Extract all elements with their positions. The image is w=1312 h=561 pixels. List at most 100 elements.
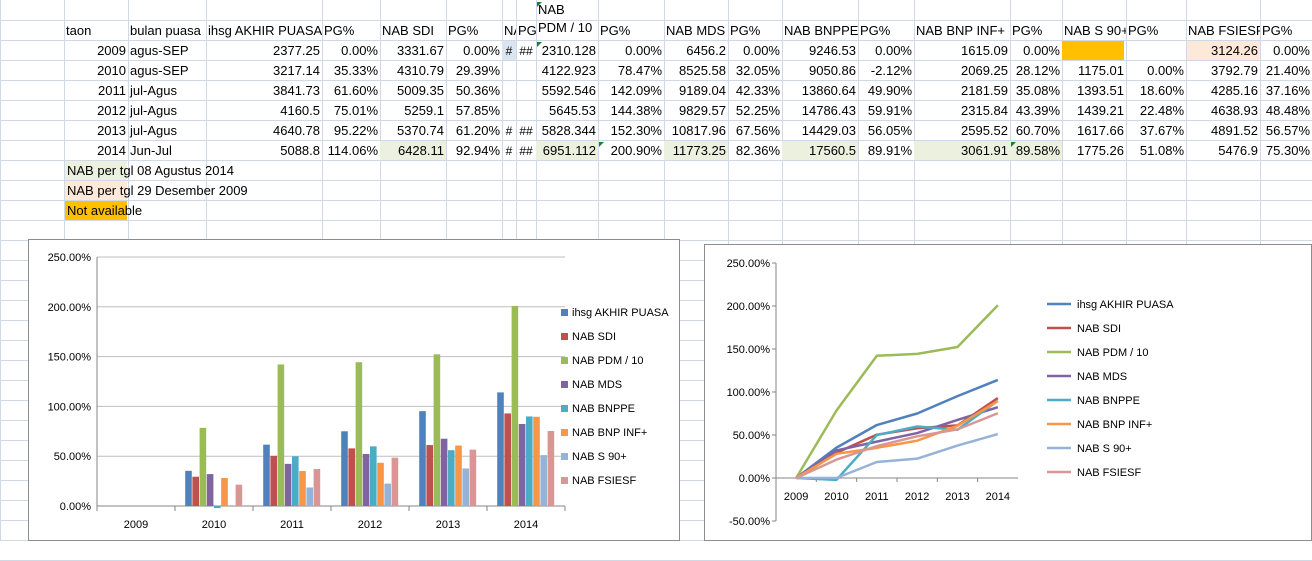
table-cell[interactable] [1126, 41, 1186, 61]
table-cell[interactable] [516, 101, 536, 121]
table-cell[interactable]: # [505, 44, 513, 58]
table-cell[interactable]: 29.39% [455, 63, 500, 78]
table-cell[interactable]: 10817.96 [671, 123, 726, 138]
table-cell[interactable]: 2069.25 [961, 63, 1008, 78]
table-cell[interactable]: 13860.64 [801, 83, 856, 98]
table-cell[interactable]: 0.00% [463, 43, 500, 58]
table-cell[interactable]: 18.60% [1139, 83, 1184, 98]
table-cell[interactable] [502, 61, 516, 81]
table-cell[interactable]: 42.33% [735, 83, 780, 98]
table-cell[interactable] [502, 81, 516, 101]
table-cell[interactable]: 1775.26 [1077, 143, 1124, 158]
table-cell[interactable]: 89.58% [1015, 143, 1060, 158]
table-cell[interactable]: 9189.04 [679, 83, 726, 98]
table-cell[interactable]: -2.12% [870, 63, 912, 78]
table-cell[interactable]: 43.39% [1015, 103, 1060, 118]
table-cell[interactable]: 11773.25 [672, 143, 726, 158]
table-cell[interactable]: 0.00% [1023, 43, 1060, 58]
table-cell[interactable]: 1175.01 [1077, 63, 1124, 78]
column-header[interactable]: NAB MDS [666, 23, 726, 38]
table-cell[interactable]: 61.60% [333, 83, 378, 98]
table-cell[interactable]: 89.91% [867, 143, 912, 158]
table-cell[interactable]: agus-SEP [130, 63, 189, 78]
table-cell[interactable]: 52.25% [735, 103, 780, 118]
table-cell[interactable]: ## [519, 124, 533, 138]
table-cell[interactable]: 32.05% [735, 63, 780, 78]
table-cell[interactable]: 4310.79 [397, 63, 444, 78]
column-header[interactable]: PG% [730, 23, 761, 38]
column-header[interactable]: NAB SDI [382, 23, 435, 38]
table-cell[interactable]: 14429.03 [801, 123, 856, 138]
table-cell[interactable]: 2009 [97, 43, 126, 58]
table-cell[interactable]: 5088.8 [280, 143, 320, 158]
table-cell[interactable]: 22.48% [1139, 103, 1184, 118]
table-cell[interactable]: 5259.1 [404, 103, 444, 118]
column-header[interactable]: PG [518, 23, 536, 38]
table-cell[interactable]: 78.47% [617, 63, 662, 78]
table-cell[interactable]: 8525.58 [679, 63, 726, 78]
table-cell[interactable] [502, 101, 516, 121]
column-header[interactable]: PG% [1012, 23, 1043, 38]
table-cell[interactable]: 3841.73 [273, 83, 320, 98]
table-cell[interactable]: 57.85% [455, 103, 500, 118]
table-cell[interactable] [516, 61, 536, 81]
column-header[interactable]: bulan puasa [130, 23, 201, 38]
table-cell[interactable]: 144.38% [610, 103, 662, 118]
bar-chart[interactable]: 0.00% 50.00% 100.00% 150.00% 200.00% 250.00% 2… [28, 239, 680, 541]
table-cell[interactable] [1062, 41, 1126, 61]
table-cell[interactable]: 9829.57 [679, 103, 726, 118]
note-text[interactable]: Not available [67, 203, 143, 218]
table-cell[interactable]: 3124.26 [1211, 43, 1258, 58]
table-cell[interactable]: 6456.2 [686, 43, 726, 58]
table-cell[interactable]: 21.40% [1265, 63, 1310, 78]
table-cell[interactable]: 4160.5 [280, 103, 320, 118]
table-cell[interactable]: 3792.79 [1211, 63, 1258, 78]
note-text[interactable]: NAB per tgl 08 Agustus 2014 [67, 163, 234, 178]
table-cell[interactable]: 2181.59 [961, 83, 1008, 98]
table-cell[interactable]: ## [519, 144, 533, 158]
table-cell[interactable]: 95.22% [333, 123, 378, 138]
column-header[interactable]: PG% [860, 23, 891, 38]
table-cell[interactable]: 5370.74 [397, 123, 444, 138]
table-cell[interactable]: 67.56% [735, 123, 780, 138]
table-cell[interactable]: 4285.16 [1211, 83, 1258, 98]
column-header[interactable]: NAB PDM / 10 [538, 2, 593, 35]
column-header[interactable]: PG% [324, 23, 355, 38]
table-cell[interactable]: Jun-Jul [130, 143, 172, 158]
table-cell[interactable]: 2012 [97, 103, 126, 118]
table-cell[interactable]: 60.70% [1015, 123, 1060, 138]
column-header[interactable]: PG% [448, 23, 479, 38]
table-cell[interactable]: 51.08% [1139, 143, 1184, 158]
column-header[interactable]: NAB S 90+ [1064, 23, 1126, 38]
table-cell[interactable]: 37.67% [1139, 123, 1184, 138]
table-cell[interactable]: 2595.52 [961, 123, 1008, 138]
table-cell[interactable]: 142.09% [610, 83, 662, 98]
table-cell[interactable]: 75.01% [333, 103, 378, 118]
table-cell[interactable]: 2315.84 [961, 103, 1008, 118]
table-cell[interactable]: 1617.66 [1077, 123, 1124, 138]
table-cell[interactable]: 61.20% [455, 123, 500, 138]
table-cell[interactable]: 2013 [97, 123, 126, 138]
table-cell[interactable]: 4638.93 [1211, 103, 1258, 118]
table-cell[interactable]: jul-Agus [130, 123, 177, 138]
table-cell[interactable]: 0.00% [341, 43, 378, 58]
table-cell[interactable]: 4640.78 [273, 123, 320, 138]
table-cell[interactable]: 59.91% [867, 103, 912, 118]
column-header[interactable]: NAB BNPPE [784, 23, 858, 38]
table-cell[interactable]: 48.48% [1265, 103, 1310, 118]
table-cell[interactable]: 0.00% [875, 43, 912, 58]
table-cell[interactable]: 92.94% [455, 143, 500, 158]
table-cell[interactable]: 9050.86 [809, 63, 856, 78]
table-cell[interactable]: 6428.11 [397, 143, 444, 158]
table-cell[interactable]: 75.30% [1265, 143, 1310, 158]
column-header[interactable]: taon [66, 23, 92, 38]
table-cell[interactable]: 35.08% [1015, 83, 1060, 98]
column-header[interactable]: ihsg AKHIR PUASA [208, 23, 322, 38]
table-cell[interactable]: 152.30% [610, 123, 662, 138]
line-chart[interactable]: -50.00% 0.00% 50.00% 100.00% 150.00% 200.00% 2… [704, 244, 1312, 541]
table-cell[interactable]: 1439.21 [1077, 103, 1124, 118]
table-cell[interactable]: ## [519, 44, 533, 58]
table-cell[interactable]: 2011 [98, 83, 126, 98]
column-header[interactable]: PG% [1262, 23, 1293, 38]
table-cell[interactable]: 17560.5 [809, 143, 856, 158]
